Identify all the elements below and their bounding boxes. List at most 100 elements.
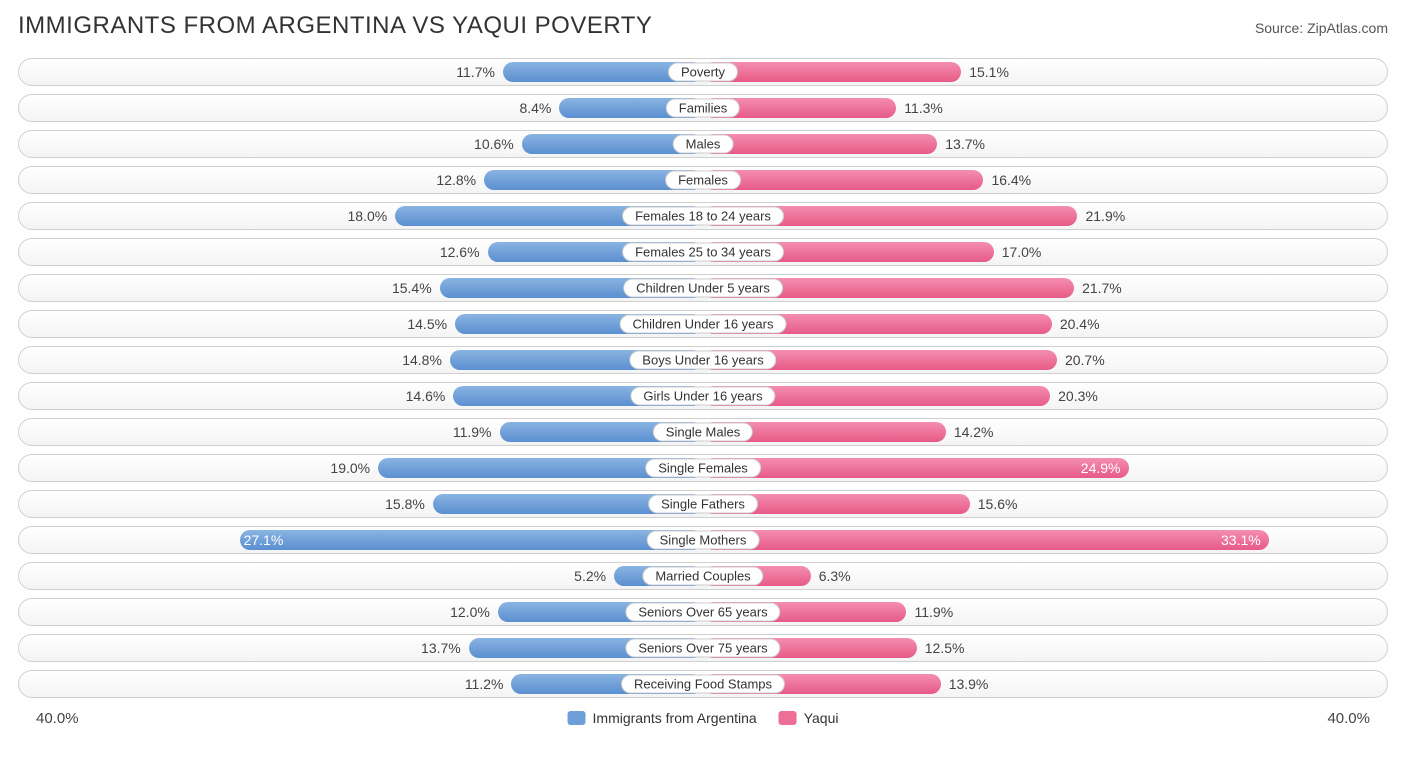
value-right: 13.9% [941, 671, 989, 697]
chart-row: 14.6% 20.3%Girls Under 16 years [18, 382, 1388, 410]
value-left: 18.0% [348, 203, 396, 229]
half-right: 15.6% [703, 491, 1387, 517]
half-right: 20.3% [703, 383, 1387, 409]
category-label: Boys Under 16 years [629, 351, 776, 370]
category-label: Children Under 16 years [620, 315, 787, 334]
value-left: 8.4% [519, 95, 559, 121]
chart-row: 11.7%15.1%Poverty [18, 58, 1388, 86]
chart-row: 15.4% 21.7% Children Under 5 years [18, 274, 1388, 302]
category-label: Seniors Over 65 years [625, 603, 780, 622]
half-right: 6.3% [703, 563, 1387, 589]
half-right: 11.9% [703, 599, 1387, 625]
half-left: 14.6% [19, 383, 703, 409]
half-right: 21.9% [703, 203, 1387, 229]
chart-row: 5.2% 6.3% Married Couples [18, 562, 1388, 590]
value-left: 14.6% [406, 383, 454, 409]
half-left: 12.6% [19, 239, 703, 265]
half-left: 8.4% [19, 95, 703, 121]
category-label: Children Under 5 years [623, 279, 783, 298]
category-label: Females [665, 171, 741, 190]
category-label: Married Couples [642, 567, 763, 586]
chart-row: 11.9% 14.2% Single Males [18, 418, 1388, 446]
half-right: 14.2% [703, 419, 1387, 445]
value-left: 12.6% [440, 239, 488, 265]
value-right: 15.1% [961, 59, 1009, 85]
legend: Immigrants from Argentina Yaqui [568, 710, 839, 726]
category-label: Single Females [645, 459, 761, 478]
half-right: 13.9% [703, 671, 1387, 697]
chart-row: 13.7% 12.5% Seniors Over 75 years [18, 634, 1388, 662]
category-label: Seniors Over 75 years [625, 639, 780, 658]
half-left: 13.7% [19, 635, 703, 661]
half-right: 13.7% [703, 131, 1387, 157]
bar-right [703, 530, 1269, 550]
chart-row: 12.8% 16.4% Females [18, 166, 1388, 194]
chart-row: 12.0%11.9%Seniors Over 65 years [18, 598, 1388, 626]
chart-row: 19.0% 24.9% Single Females [18, 454, 1388, 482]
value-right: 20.4% [1052, 311, 1100, 337]
value-left: 12.8% [436, 167, 484, 193]
value-right: 12.5% [917, 635, 965, 661]
value-right: 15.6% [970, 491, 1018, 517]
bar-right [703, 458, 1129, 478]
half-left: 12.8% [19, 167, 703, 193]
value-right: 6.3% [811, 563, 851, 589]
value-right: 17.0% [994, 239, 1042, 265]
half-left: 11.9% [19, 419, 703, 445]
half-right: 16.4% [703, 167, 1387, 193]
half-right: 24.9% [703, 455, 1387, 481]
half-left: 18.0% [19, 203, 703, 229]
half-left: 5.2% [19, 563, 703, 589]
value-right: 21.7% [1074, 275, 1122, 301]
chart-row: 27.1% 33.1% Single Mothers [18, 526, 1388, 554]
half-right: 21.7% [703, 275, 1387, 301]
value-left: 27.1% [244, 527, 699, 553]
half-right: 33.1% [703, 527, 1387, 553]
legend-swatch-icon [568, 711, 586, 725]
chart-title: IMMIGRANTS FROM ARGENTINA VS YAQUI POVER… [18, 12, 652, 40]
half-left: 27.1% [19, 527, 703, 553]
half-left: 11.2% [19, 671, 703, 697]
category-label: Males [673, 135, 734, 154]
value-left: 10.6% [474, 131, 522, 157]
axis-max-left: 40.0% [36, 710, 79, 727]
half-right: 20.7% [703, 347, 1387, 373]
value-left: 19.0% [330, 455, 378, 481]
chart-row: 18.0% 21.9% Females 18 to 24 years [18, 202, 1388, 230]
category-label: Single Fathers [648, 495, 758, 514]
value-right: 14.2% [946, 419, 994, 445]
half-right: 20.4% [703, 311, 1387, 337]
chart-row: 15.8% 15.6% Single Fathers [18, 490, 1388, 518]
half-right: 17.0% [703, 239, 1387, 265]
category-label: Receiving Food Stamps [621, 675, 785, 694]
category-label: Females 18 to 24 years [622, 207, 784, 226]
category-label: Single Mothers [647, 531, 760, 550]
value-left: 11.2% [465, 671, 512, 697]
legend-swatch-icon [779, 711, 797, 725]
chart-source: Source: ZipAtlas.com [1255, 20, 1388, 36]
value-left: 15.4% [392, 275, 440, 301]
value-left: 14.8% [402, 347, 450, 373]
value-right: 24.9% [1081, 455, 1383, 481]
chart-footer: 40.0% Immigrants from Argentina Yaqui 40… [18, 706, 1388, 730]
half-left: 15.8% [19, 491, 703, 517]
half-left: 11.7% [19, 59, 703, 85]
value-right: 33.1% [1221, 527, 1383, 553]
legend-item-right: Yaqui [779, 710, 839, 726]
chart-row: 14.5%20.4%Children Under 16 years [18, 310, 1388, 338]
half-left: 15.4% [19, 275, 703, 301]
value-right: 16.4% [983, 167, 1031, 193]
half-left: 14.8% [19, 347, 703, 373]
legend-item-left: Immigrants from Argentina [568, 710, 757, 726]
category-label: Girls Under 16 years [630, 387, 775, 406]
diverging-bar-chart: 11.7%15.1%Poverty8.4%11.3%Families10.6%1… [18, 58, 1388, 698]
chart-row: 11.2% 13.9% Receiving Food Stamps [18, 670, 1388, 698]
bar-right [703, 134, 937, 154]
chart-row: 12.6% 17.0% Females 25 to 34 years [18, 238, 1388, 266]
value-right: 21.9% [1077, 203, 1125, 229]
value-right: 20.7% [1057, 347, 1105, 373]
category-label: Females 25 to 34 years [622, 243, 784, 262]
category-label: Single Males [653, 423, 753, 442]
legend-label: Immigrants from Argentina [593, 710, 757, 726]
chart-row: 8.4%11.3%Families [18, 94, 1388, 122]
